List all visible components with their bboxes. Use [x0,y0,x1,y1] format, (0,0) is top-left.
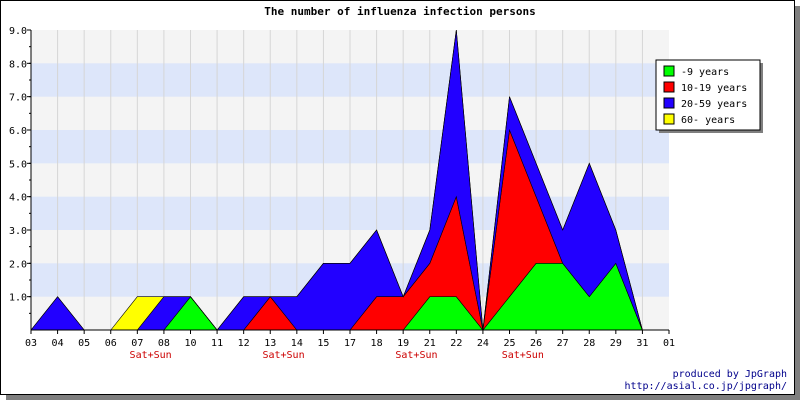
x-tick-label: 17 [344,338,356,349]
y-tick-label: 4.0 [9,193,27,204]
y-tick-label: 3.0 [9,226,27,237]
y-tick-label: 7.0 [9,93,27,104]
y-tick-label: 2.0 [9,259,27,270]
axes: 1.02.03.04.05.06.07.08.09.003 04 05 06 07Sat… [9,26,675,361]
x-tick-label: 08 [158,338,170,349]
x-tick-label: 26 [530,338,542,349]
x-tick-label: 04 [52,338,64,349]
x-tick-label: 13 [264,338,276,349]
x-tick-label: 12 [238,338,250,349]
x-tick-label: 31 [636,338,648,349]
x-tick-label: 14 [291,338,303,349]
legend-swatch [663,81,675,93]
x-tick-label: 19 [397,338,409,349]
x-tick-label: 06 [105,338,117,349]
y-tick-label: 1.0 [9,293,27,304]
credit-line-1: produced by JpGraph [673,369,787,380]
legend-label: -9 years [681,67,729,78]
x-tick-label: 21 [424,338,436,349]
x-tick-label: 01 [663,338,675,349]
x-tick-label: 18 [371,338,383,349]
credit-line-2[interactable]: http://asial.co.jp/jpgraph/ [624,381,787,392]
legend-swatch [663,113,675,125]
legend-label: 20-59 years [681,99,747,110]
x-tick-label: 29 [610,338,622,349]
weekend-label: Sat+Sun [262,350,304,361]
weekend-label: Sat+Sun [502,350,544,361]
x-tick-label: 25 [503,338,515,349]
y-tick-label: 9.0 [9,26,27,37]
legend-label: 10-19 years [681,83,747,94]
y-tick-label: 6.0 [9,126,27,137]
x-tick-label: 28 [583,338,595,349]
legend: -9 years 10-19 years 20-59 years 60- years [655,59,763,133]
legend-swatch [663,97,675,109]
x-tick-label: 11 [211,338,223,349]
y-tick-label: 8.0 [9,59,27,70]
weekend-label: Sat+Sun [130,350,172,361]
legend-label: 60- years [681,115,735,126]
x-tick-label: 27 [557,338,569,349]
x-tick-label: 03 [25,338,37,349]
x-tick-label: 22 [450,338,462,349]
x-tick-label: 07 [131,338,143,349]
weekend-label: Sat+Sun [395,350,437,361]
x-tick-label: 15 [317,338,329,349]
x-tick-label: 10 [184,338,196,349]
legend-swatch [663,65,675,77]
x-tick-label: 05 [78,338,90,349]
x-tick-label: 24 [477,338,489,349]
y-tick-label: 5.0 [9,159,27,170]
chart-title: The number of influenza infection person… [264,5,536,18]
